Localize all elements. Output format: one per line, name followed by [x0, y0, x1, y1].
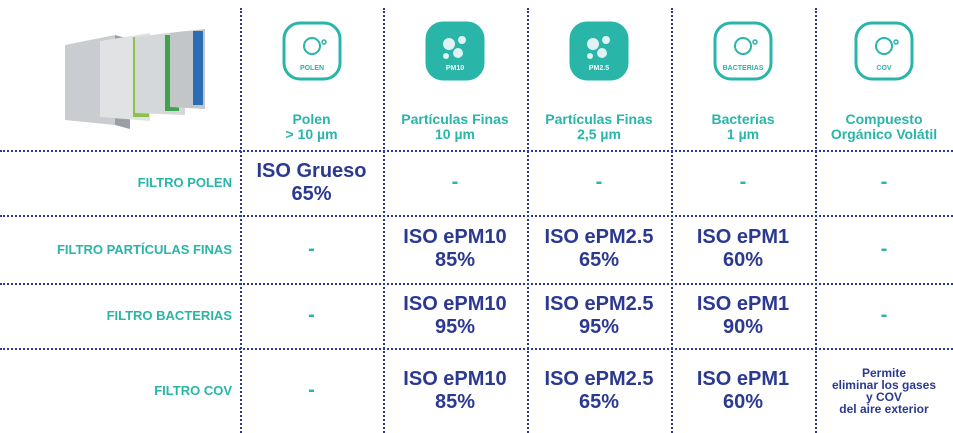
column-header: Orgánico Volátil: [830, 126, 938, 142]
cell: ISO ePM1 90%: [671, 283, 815, 348]
cell: ISO ePM10 85%: [383, 215, 527, 283]
cell-text: -: [451, 171, 459, 193]
column-header: 2,5 µm: [577, 126, 621, 142]
cell-text: y COV: [865, 389, 902, 404]
column-header: Bacterias: [711, 111, 775, 127]
cell-text: -: [880, 171, 888, 193]
cell: ISO ePM1 60%: [671, 348, 815, 433]
icon: POLEN: [282, 21, 341, 81]
cell-text: ISO ePM1: [696, 292, 790, 315]
icon: BACTERIAS: [713, 21, 773, 81]
cell-text: ISO ePM1: [696, 367, 790, 390]
cell-text: 95%: [578, 315, 620, 338]
icon: COV: [854, 21, 914, 81]
cell-text: ISO ePM10: [403, 226, 507, 248]
filters-image: [65, 29, 205, 129]
cell: -: [815, 215, 953, 283]
cell: ISO ePM2.5 65%: [527, 348, 671, 433]
column-header: Partículas Finas: [545, 111, 653, 127]
cell-text: ISO ePM2.5: [544, 292, 654, 315]
cell-text: ISO ePM10: [403, 367, 507, 390]
column-divider: [671, 8, 673, 433]
row-label: FILTRO BACTERIAS: [106, 308, 232, 323]
cell-text: 85%: [434, 390, 476, 413]
cell: ISO ePM2.5 95%: [527, 283, 671, 348]
cell-text: ISO ePM2.5: [544, 226, 654, 248]
column-header: Polen: [292, 111, 331, 127]
cell-text: ISO Grueso: [256, 159, 367, 182]
row-label: FILTRO COV: [154, 383, 232, 398]
cell-text: -: [595, 171, 603, 193]
cell: -: [240, 215, 383, 283]
cell-text: -: [880, 237, 888, 260]
column-header: 10 µm: [435, 126, 475, 142]
cell-text: 90%: [722, 315, 764, 338]
cell: ISO ePM2.5 65%: [527, 215, 671, 283]
cell-text: 60%: [722, 249, 764, 271]
cell-text: 85%: [434, 249, 476, 271]
cell-text: eliminar los gases: [831, 377, 937, 392]
cell: -: [240, 283, 383, 348]
row-divider: [0, 150, 953, 152]
column-divider: [383, 8, 385, 433]
cell-text: -: [880, 304, 888, 326]
column-header: Partículas Finas: [401, 111, 509, 127]
cell: -: [815, 283, 953, 348]
cell-text: ISO ePM2.5: [544, 367, 654, 390]
cell-text: -: [308, 379, 315, 401]
cell-text: Permite: [861, 365, 907, 380]
cell-text: -: [308, 304, 315, 326]
cell: -: [815, 150, 953, 215]
cell: Permite eliminar los gases y COV del aire e…: [815, 348, 953, 433]
column-header: 1 µm: [726, 126, 760, 142]
row-label: FILTRO POLEN: [137, 175, 232, 190]
cell-text: 65%: [291, 182, 332, 205]
icon-label: PM2.5: [589, 65, 609, 72]
cell-text: ISO ePM10: [403, 292, 507, 315]
icon: PM2.5: [569, 21, 629, 81]
cell-text: 65%: [578, 249, 620, 271]
cell-text: 60%: [722, 390, 764, 413]
icon-label: POLEN: [299, 65, 323, 72]
icon-label: BACTERIAS: [723, 65, 764, 72]
cell-text: del aire exterior: [839, 401, 929, 416]
cell: ISO Grueso 65%: [240, 150, 383, 215]
cell: -: [240, 348, 383, 433]
row-label: FILTRO PARTÍCULAS FINAS: [56, 241, 232, 257]
icon-label: COV: [876, 65, 892, 72]
cell: ISO ePM1 60%: [671, 215, 815, 283]
cell: -: [527, 150, 671, 215]
cell-text: 95%: [434, 315, 476, 338]
cell-text: -: [739, 171, 747, 193]
cell-text: -: [308, 237, 315, 260]
icon: PM10: [425, 21, 485, 81]
cell: -: [671, 150, 815, 215]
row-divider: [0, 283, 953, 285]
column-divider: [815, 8, 817, 433]
icon-label: PM10: [446, 65, 464, 72]
cell-text: ISO ePM1: [696, 226, 790, 248]
column-header: Compuesto: [845, 111, 923, 127]
row-divider: [0, 215, 953, 217]
column-header: > 10 µm: [285, 126, 338, 142]
cell: ISO ePM10 95%: [383, 283, 527, 348]
cell: ISO ePM10 85%: [383, 348, 527, 433]
column-divider: [240, 8, 242, 433]
column-divider: [527, 8, 529, 433]
row-divider: [0, 348, 953, 350]
cell: -: [383, 150, 527, 215]
cell-text: 65%: [578, 390, 620, 413]
